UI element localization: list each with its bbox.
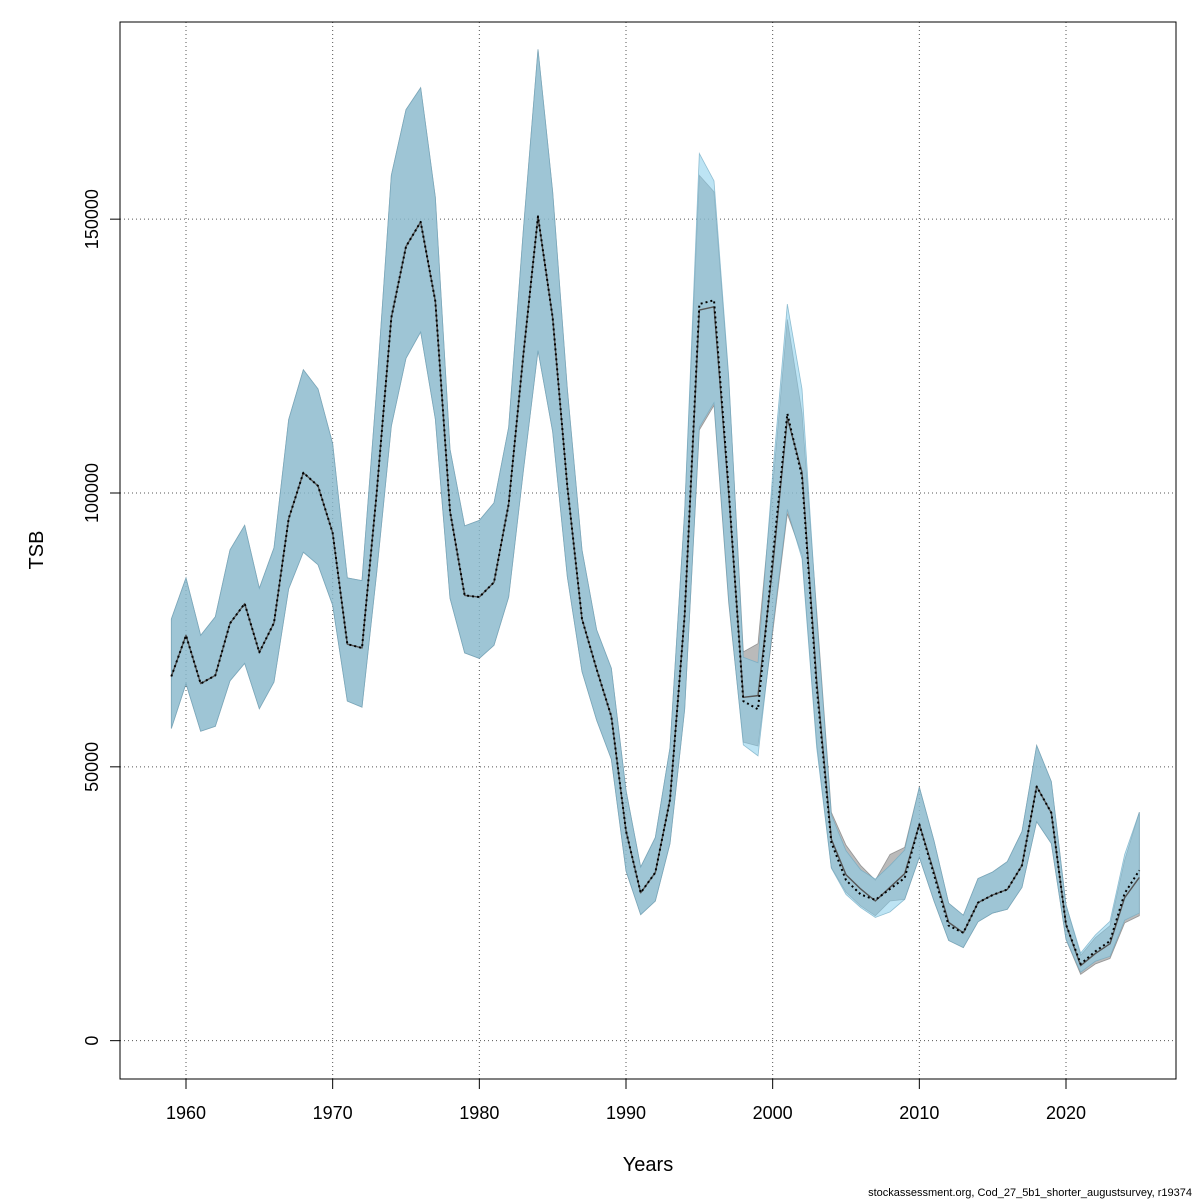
y-tick-label: 50000 — [82, 742, 102, 792]
y-axis-title: TSB — [26, 531, 48, 570]
estimate-line-2 — [170, 215, 1141, 965]
x-tick-label: 1970 — [313, 1103, 353, 1123]
x-tick-label: 1990 — [606, 1103, 646, 1123]
confidence-bands — [170, 49, 1140, 976]
x-tick-label: 1980 — [459, 1103, 499, 1123]
estimate-lines — [170, 215, 1141, 967]
axes: 1960 1970 1980 1990 2000 2010 2020 0 50000 100000… — [82, 189, 1086, 1123]
y-tick-label: 150000 — [82, 189, 102, 249]
x-tick-label: 2000 — [753, 1103, 793, 1123]
x-axis-title: Years — [623, 1154, 673, 1176]
y-tick-label: 0 — [82, 1036, 102, 1046]
x-tick-label: 2020 — [1046, 1103, 1086, 1123]
x-tick-label: 1960 — [166, 1103, 206, 1123]
footer-note: stockassessment.org, Cod_27_5b1_shorter_… — [868, 1187, 1192, 1199]
y-tick-label: 100000 — [82, 463, 102, 523]
x-tick-label: 2010 — [899, 1103, 939, 1123]
confidence-band-2 — [170, 49, 1140, 973]
